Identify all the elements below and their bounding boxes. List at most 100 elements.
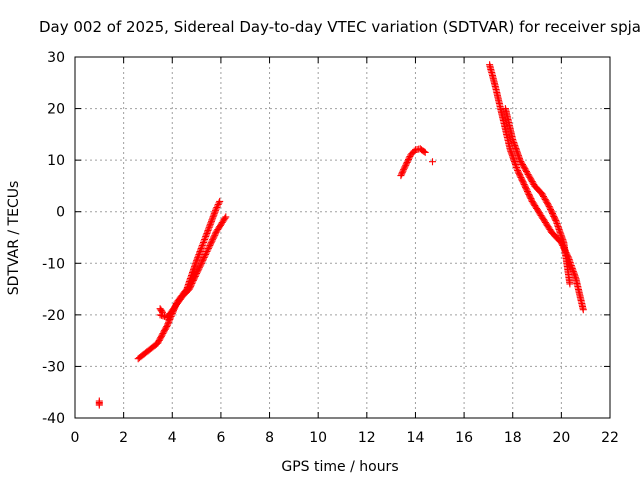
data-point-pass-early-b — [208, 237, 216, 245]
data-point-pass-early-b — [200, 253, 208, 261]
data-point-pass-early-a — [206, 220, 214, 228]
data-point-pass-early-b — [192, 271, 200, 279]
data-point-pass-late-b — [523, 169, 531, 177]
data-point-pass-early-a — [200, 237, 208, 245]
data-point-pass-late-a — [522, 185, 530, 193]
data-point-pass-late-a — [523, 186, 531, 194]
data-point-pass-midday — [398, 170, 406, 178]
data-point-pass-early-a — [197, 246, 205, 254]
data-point-pass-late-a — [513, 164, 520, 171]
data-point-pass-early-b — [203, 248, 211, 255]
data-point-pass-late-b — [541, 195, 549, 203]
data-point-pass-late-b — [556, 228, 564, 236]
x-tick-label: 0 — [71, 430, 80, 446]
y-tick-label: -20 — [42, 308, 65, 324]
data-point-pass-late-b — [527, 176, 535, 184]
data-point-pass-early-a — [210, 210, 218, 218]
data-point-pass-midday — [421, 148, 429, 156]
data-point-pass-late-b — [554, 221, 561, 229]
data-point-pass-early-b — [200, 255, 207, 263]
x-tick-label: 6 — [216, 430, 225, 446]
data-point-pass-late-b — [511, 143, 519, 151]
x-tick-label: 18 — [504, 430, 522, 446]
x-tick-label: 12 — [358, 430, 376, 446]
data-point-pass-midday — [402, 160, 410, 168]
data-point-pass-early-a — [193, 257, 201, 265]
x-tick-label: 10 — [309, 430, 327, 446]
data-point-pass-early-b — [206, 242, 214, 250]
data-point-pass-early-b — [195, 264, 203, 272]
data-point-pass-midday — [400, 164, 408, 172]
data-point-pass-early-a — [214, 201, 222, 208]
data-point-pass-early-b — [201, 252, 209, 260]
data-point-pass-early-a — [209, 214, 217, 222]
x-tick-label: 8 — [265, 430, 274, 446]
data-point-pass-early-a — [194, 254, 202, 262]
data-point-pass-early-a — [208, 216, 216, 224]
data-point-pass-early-a — [216, 197, 224, 205]
data-point-pass-early-a — [214, 202, 221, 210]
data-point-pass-early-a — [202, 232, 210, 240]
x-axis-ticks: 0 2 4 6 8 10 12 14 16 18 20 22 — [71, 57, 619, 446]
y-axis-label: SDTVAR / TECUs — [6, 181, 22, 296]
y-tick-label: -30 — [42, 359, 65, 375]
x-tick-label: 20 — [552, 430, 570, 446]
data-point-pass-early-b — [193, 270, 201, 278]
data-point-pass-early-a — [211, 208, 219, 216]
y-tick-label: 30 — [47, 50, 65, 66]
data-point-pass-early-a — [201, 236, 209, 243]
data-point-pass-early-b — [197, 261, 205, 269]
data-point-pass-late-a — [510, 156, 518, 164]
data-point-pass-late-b — [552, 217, 560, 225]
data-point-pass-late-b — [509, 137, 517, 145]
data-point-pass-early-b — [209, 234, 217, 242]
data-point-pass-early-b — [202, 250, 210, 258]
data-point-pass-late-b — [558, 234, 566, 242]
data-point-pass-early-a — [198, 242, 206, 249]
data-point-pass-early-a — [207, 219, 215, 227]
data-point-pass-midday — [398, 169, 406, 177]
data-point-pass-late-b — [542, 197, 550, 205]
data-point-pass-early-b — [187, 282, 195, 290]
data-point-pass-late-b — [514, 150, 522, 158]
y-tick-label: -10 — [42, 256, 65, 272]
data-point-pass-early-b — [204, 246, 212, 254]
data-point-pass-early-b — [207, 240, 214, 248]
data-point-pass-early-a — [163, 323, 171, 331]
data-point-pass-late-b — [521, 165, 529, 173]
data-point-pass-late-b — [518, 159, 526, 167]
data-point-pass-late-b — [525, 172, 533, 180]
data-point-pass-late-b — [516, 156, 524, 164]
data-point-pass-late-b — [544, 201, 552, 209]
data-point-pass-early-a — [165, 318, 173, 326]
data-point-pass-early-a — [198, 243, 206, 251]
data-point-pass-early-b — [198, 259, 205, 267]
data-point-pass-early-b — [193, 268, 201, 276]
data-point-pass-early-a — [195, 251, 203, 259]
data-point-pass-early-b — [211, 231, 219, 239]
data-point-pass-early-b — [205, 243, 213, 251]
data-point-pass-early-a — [199, 240, 207, 248]
x-tick-label: 4 — [168, 430, 177, 446]
y-tick-label: 0 — [56, 205, 65, 221]
data-point-pass-late-a — [507, 149, 515, 157]
data-point-pass-early-a — [203, 229, 211, 237]
data-point-pass-early-a — [163, 321, 171, 329]
data-point-pass-early-b — [187, 281, 195, 289]
data-point-pass-early-a — [215, 199, 223, 207]
y-axis-ticks: -40 -30 -20 -10 0 10 20 30 — [42, 50, 610, 427]
grid-lines — [75, 57, 610, 418]
plot-frame — [74, 56, 611, 419]
data-point-isolated — [95, 401, 103, 409]
data-point-pass-early-b — [202, 249, 210, 257]
data-point-pass-late-a — [579, 306, 587, 314]
data-point-pass-early-a — [213, 204, 221, 212]
y-tick-label: -40 — [42, 411, 65, 427]
data-point-pass-early-a — [194, 252, 202, 260]
data-point-pass-early-b — [204, 245, 212, 253]
data-point-pass-midday — [401, 163, 409, 171]
data-point-pass-late-a — [534, 207, 542, 215]
data-point-pass-early-b — [210, 233, 218, 241]
data-point-pass-late-b — [544, 200, 552, 208]
